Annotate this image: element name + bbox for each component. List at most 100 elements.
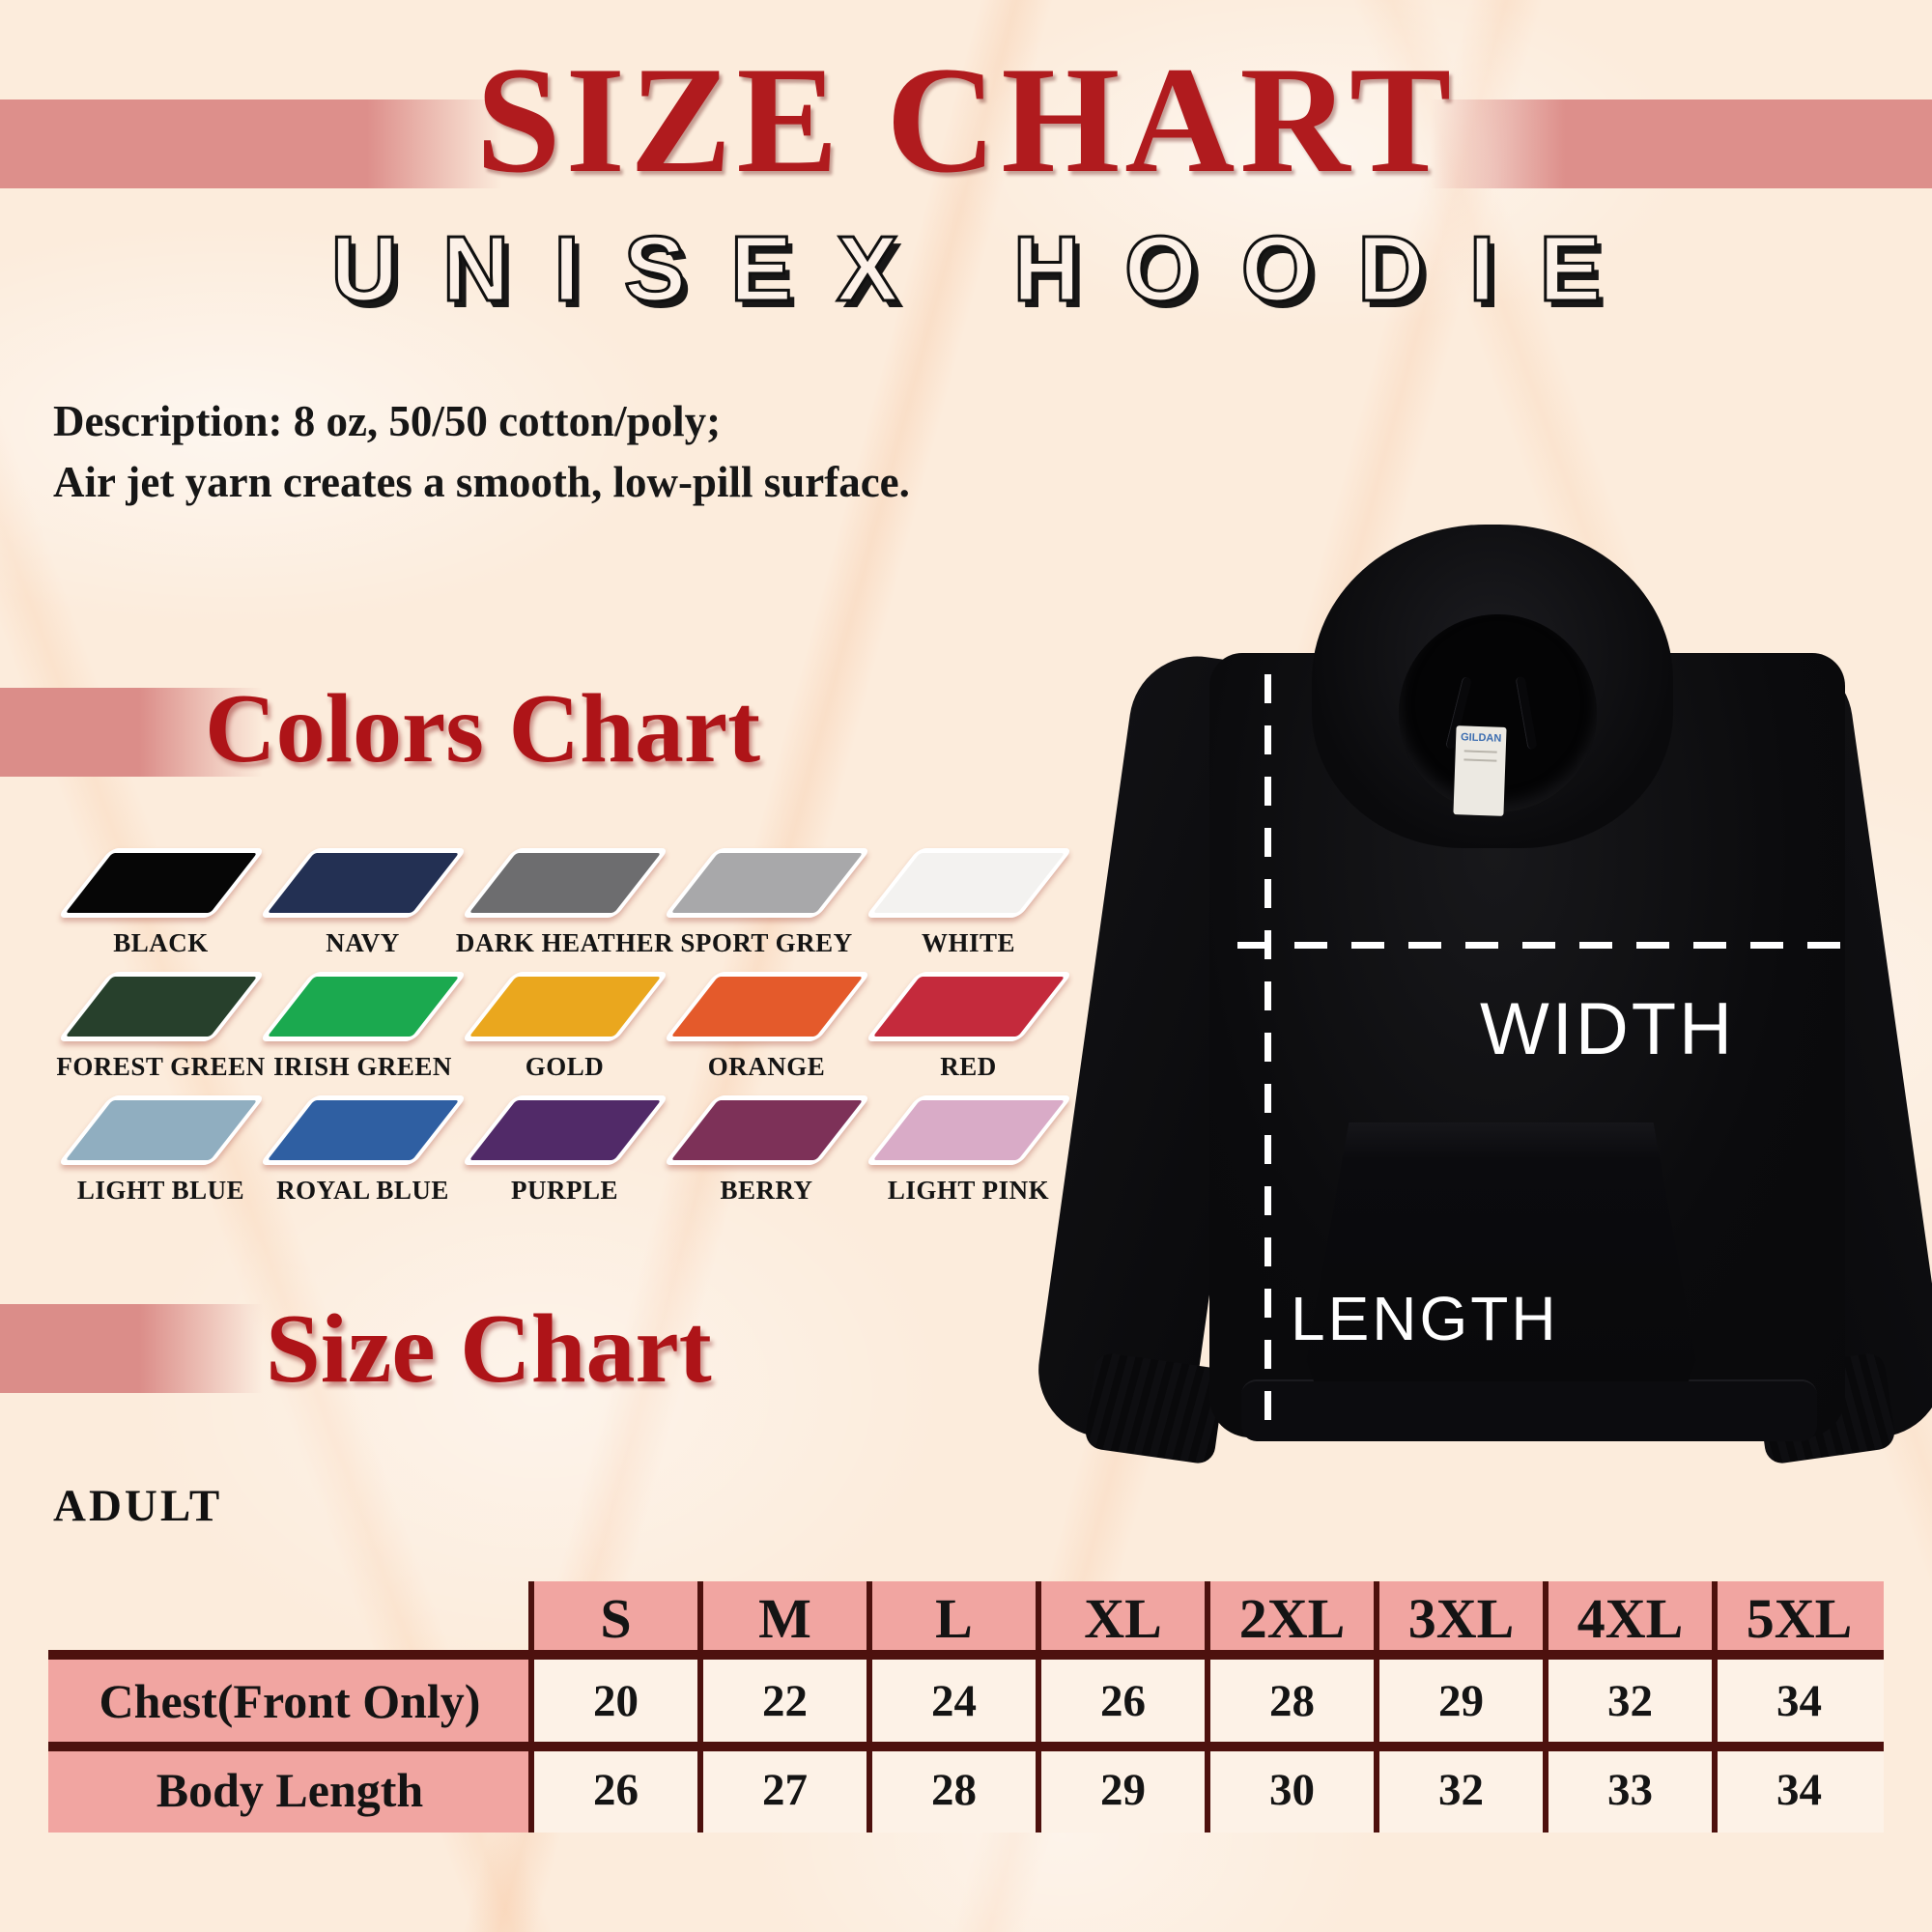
size-column-header: M [700, 1581, 869, 1655]
color-swatch-label: PURPLE [511, 1176, 618, 1205]
color-swatch-label: GOLD [525, 1052, 605, 1081]
color-swatch-cell: FOREST GREEN [56, 972, 266, 1095]
size-value-cell: 32 [1546, 1655, 1715, 1747]
color-swatch [56, 848, 266, 918]
length-dashed-line [1264, 674, 1271, 1437]
color-swatch-cell: WHITE [864, 848, 1073, 972]
size-value-cell: 29 [1038, 1747, 1208, 1833]
table-vertical-border [1712, 1581, 1718, 1833]
color-swatch [460, 1095, 669, 1165]
color-swatch-grid: BLACK NAVY DARK HEATHER SPORT GREY WHITE FORE… [56, 848, 1084, 1219]
color-swatch-label: FOREST GREEN [56, 1052, 266, 1081]
color-swatch-label: RED [940, 1052, 997, 1081]
color-swatch [460, 972, 669, 1041]
size-column-header: 5XL [1715, 1581, 1884, 1655]
color-swatch-label: SPORT GREY [680, 928, 853, 957]
description-line-2: Air jet yarn creates a smooth, low-pill … [53, 458, 910, 506]
page-title: SIZE CHART [475, 36, 1457, 205]
hoodie-kangaroo-pocket [1306, 1122, 1696, 1381]
size-chart-heading: Size Chart [266, 1294, 712, 1404]
color-swatch-cell: DARK HEATHER [456, 848, 673, 972]
color-swatch-cell: IRISH GREEN [258, 972, 468, 1095]
page-subtitle: UNISEX HOODIE [329, 216, 1646, 323]
color-swatch-cell: RED [864, 972, 1073, 1095]
table-vertical-border [697, 1581, 703, 1833]
color-swatch [56, 972, 266, 1041]
color-swatch-label: BERRY [720, 1176, 813, 1205]
size-value-cell: 33 [1546, 1747, 1715, 1833]
color-swatch-cell: GOLD [460, 972, 669, 1095]
size-value-cell: 29 [1377, 1655, 1546, 1747]
size-column-header: XL [1038, 1581, 1208, 1655]
color-swatch-label: LIGHT PINK [887, 1176, 1050, 1205]
color-swatch-label: LIGHT BLUE [76, 1176, 245, 1205]
size-column-header: S [531, 1581, 700, 1655]
size-table: S M L XL 2XL 3XL 4XL 5XL Chest(Front Only) 20 22 24… [48, 1581, 1884, 1833]
color-swatch-cell: LIGHT PINK [864, 1095, 1073, 1219]
neck-tag: GILDAN [1453, 725, 1507, 816]
colors-heading-ribbon [0, 688, 386, 777]
neck-tag-print-line [1463, 758, 1497, 762]
color-swatch [864, 848, 1073, 918]
size-value-cell: 27 [700, 1747, 869, 1833]
color-swatch-cell: LIGHT BLUE [56, 1095, 266, 1219]
color-swatch-label: NAVY [326, 928, 400, 957]
color-swatch-label: ORANGE [707, 1052, 826, 1081]
table-corner-cell [48, 1581, 531, 1655]
size-column-header: L [869, 1581, 1038, 1655]
color-swatch-cell: NAVY [258, 848, 468, 972]
hoodie-left-cuff [1083, 1351, 1227, 1465]
neck-tag-print-line [1463, 750, 1497, 753]
size-value-cell: 30 [1208, 1747, 1377, 1833]
width-dashed-line [1237, 942, 1844, 949]
color-swatch [258, 848, 468, 918]
color-swatch-cell: ROYAL BLUE [258, 1095, 468, 1219]
table-horizontal-border [48, 1650, 1884, 1660]
table-row-label: Body Length [48, 1747, 531, 1833]
table-vertical-border [1205, 1581, 1210, 1833]
length-measure-label: LENGTH [1291, 1284, 1559, 1353]
size-column-header: 2XL [1208, 1581, 1377, 1655]
size-column-header: 3XL [1377, 1581, 1546, 1655]
adult-group-label: ADULT [53, 1481, 223, 1531]
color-swatch [258, 1095, 468, 1165]
table-vertical-border [867, 1581, 872, 1833]
size-value-cell: 26 [531, 1747, 700, 1833]
size-value-cell: 26 [1038, 1655, 1208, 1747]
color-swatch [662, 972, 871, 1041]
color-swatch [864, 1095, 1073, 1165]
size-value-cell: 24 [869, 1655, 1038, 1747]
color-swatch-cell: PURPLE [460, 1095, 669, 1219]
color-swatch [662, 848, 871, 918]
size-value-cell: 32 [1377, 1747, 1546, 1833]
color-swatch [56, 1095, 266, 1165]
size-value-cell: 20 [531, 1655, 700, 1747]
size-heading-ribbon [0, 1304, 386, 1393]
color-swatch [864, 972, 1073, 1041]
size-value-cell: 22 [700, 1655, 869, 1747]
table-vertical-border [1543, 1581, 1548, 1833]
color-swatch-label: BLACK [113, 928, 209, 957]
color-swatch-cell: BLACK [56, 848, 266, 972]
table-horizontal-border [48, 1742, 1884, 1751]
product-description: Description: 8 oz, 50/50 cotton/poly; Ai… [53, 391, 910, 513]
color-swatch-label: ROYAL BLUE [276, 1176, 449, 1205]
color-swatch-label: WHITE [921, 928, 1016, 957]
color-swatch-cell: BERRY [662, 1095, 871, 1219]
table-vertical-border [528, 1581, 534, 1833]
neck-tag-brand-text: GILDAN [1460, 731, 1502, 745]
hoodie-hem-band [1241, 1379, 1817, 1441]
size-value-cell: 34 [1715, 1747, 1884, 1833]
size-value-cell: 28 [1208, 1655, 1377, 1747]
color-swatch [460, 848, 669, 918]
title-ribbon [0, 99, 1932, 188]
color-swatch [258, 972, 468, 1041]
color-swatch-cell: ORANGE [662, 972, 871, 1095]
color-swatch-label: DARK HEATHER [455, 928, 674, 957]
color-swatch-label: IRISH GREEN [273, 1052, 452, 1081]
colors-chart-heading: Colors Chart [205, 674, 761, 783]
color-swatch-cell: SPORT GREY [662, 848, 871, 972]
size-value-cell: 34 [1715, 1655, 1884, 1747]
table-vertical-border [1036, 1581, 1041, 1833]
